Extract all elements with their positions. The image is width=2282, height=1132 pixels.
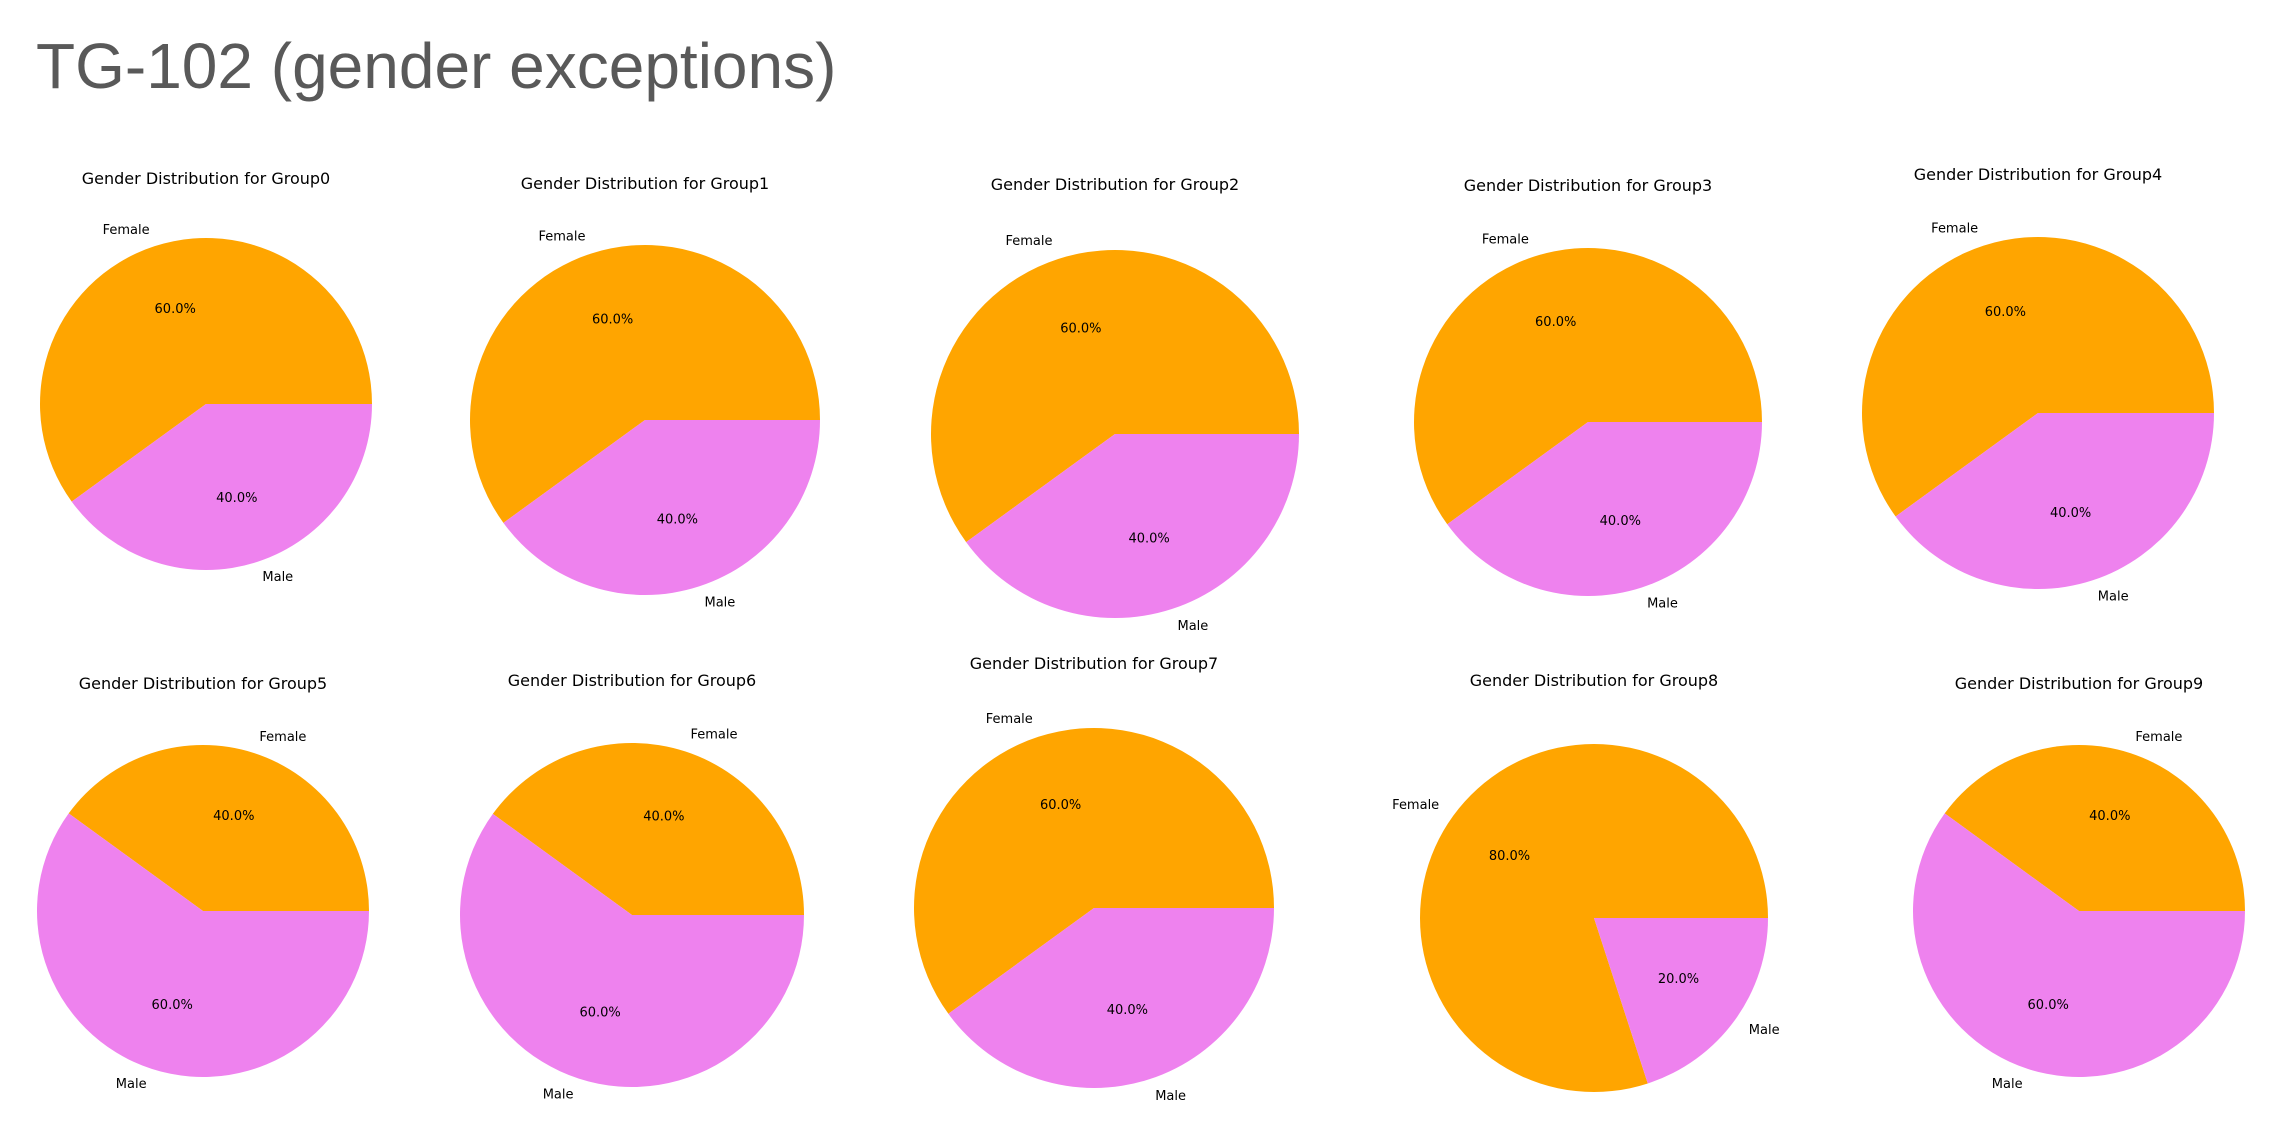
slice-category-label: Female xyxy=(691,728,738,743)
pie-slice-female xyxy=(1419,743,1768,1092)
slice-percent-label: 60.0% xyxy=(152,998,193,1013)
pie-slice-female xyxy=(1862,237,2214,517)
slice-percent-label: 60.0% xyxy=(579,1006,620,1021)
slice-percent-label: 40.0% xyxy=(213,809,254,824)
chart-title: Gender Distribution for Group2 xyxy=(991,175,1239,194)
pie-slice-male xyxy=(1913,813,2245,1077)
pie-slice-female xyxy=(1414,247,1762,525)
slice-percent-label: 40.0% xyxy=(643,809,684,824)
pie-slice-male xyxy=(503,420,820,596)
chart-title: Gender Distribution for Group9 xyxy=(1955,674,2203,693)
slice-percent-label: 60.0% xyxy=(1060,322,1101,337)
slice-percent-label: 40.0% xyxy=(1128,532,1169,547)
slice-percent-label: 60.0% xyxy=(592,313,633,328)
chart-title: Gender Distribution for Group4 xyxy=(1914,165,2162,184)
pie-chart-group8: Gender Distribution for Group8 80.0% Femal… xyxy=(1392,671,1780,1092)
slice-percent-label: 60.0% xyxy=(2028,998,2069,1013)
pie-chart-group9: Gender Distribution for Group9 40.0% Femal… xyxy=(1913,674,2245,1092)
slice-category-label: Male xyxy=(1749,1023,1780,1038)
slice-category-label: Female xyxy=(1005,234,1052,249)
chart-title: Gender Distribution for Group8 xyxy=(1470,671,1718,690)
chart-title: Gender Distribution for Group3 xyxy=(1464,176,1712,195)
slice-category-label: Female xyxy=(538,229,585,244)
slice-percent-label: 40.0% xyxy=(216,491,257,506)
pie-slice-female xyxy=(930,249,1299,543)
slice-category-label: Male xyxy=(1178,619,1209,634)
pie-slice-male xyxy=(460,813,804,1088)
slice-percent-label: 40.0% xyxy=(2089,809,2130,824)
pie-chart-group0: Gender Distribution for Group0 60.0% Femal… xyxy=(39,169,373,585)
slice-percent-label: 60.0% xyxy=(1985,305,2026,320)
pie-chart-group2: Gender Distribution for Group2 60.0% Femal… xyxy=(930,175,1299,634)
pie-slice-female xyxy=(1944,744,2245,911)
slice-category-label: Male xyxy=(116,1077,147,1092)
slice-category-label: Male xyxy=(705,596,736,611)
pie-slice-male xyxy=(71,404,372,571)
pie-slice-male xyxy=(1895,413,2214,590)
pie-slice-male xyxy=(966,434,1299,618)
pie-chart-group7: Gender Distribution for Group7 60.0% Femal… xyxy=(914,654,1274,1104)
slice-percent-label: 40.0% xyxy=(1107,1003,1148,1018)
slice-category-label: Male xyxy=(262,570,293,585)
slice-percent-label: 60.0% xyxy=(155,302,196,317)
slice-category-label: Female xyxy=(1931,221,1978,236)
slice-category-label: Female xyxy=(2135,730,2182,745)
slice-percent-label: 60.0% xyxy=(1040,798,1081,813)
slice-category-label: Female xyxy=(986,712,1033,727)
pie-slice-female xyxy=(914,727,1274,1014)
slice-percent-label: 40.0% xyxy=(657,512,698,527)
pie-chart-group4: Gender Distribution for Group4 60.0% Femal… xyxy=(1862,165,2214,605)
page-title: TG-102 (gender exceptions) xyxy=(36,30,837,102)
pie-slice-male xyxy=(1594,918,1768,1084)
slice-category-label: Female xyxy=(103,223,150,238)
slice-category-label: Male xyxy=(543,1087,574,1102)
slice-percent-label: 40.0% xyxy=(1600,514,1641,529)
pie-chart-group6: Gender Distribution for Group6 40.0% Femal… xyxy=(460,671,804,1102)
chart-title: Gender Distribution for Group7 xyxy=(970,654,1218,673)
chart-title: Gender Distribution for Group5 xyxy=(79,674,327,693)
pie-slice-male xyxy=(37,813,370,1077)
chart-title: Gender Distribution for Group6 xyxy=(508,671,756,690)
slice-category-label: Female xyxy=(259,730,306,745)
chart-title: Gender Distribution for Group0 xyxy=(82,169,330,188)
slice-percent-label: 80.0% xyxy=(1489,849,1530,864)
pie-slice-male xyxy=(948,908,1274,1088)
slice-category-label: Female xyxy=(1392,798,1439,813)
slice-category-label: Male xyxy=(1155,1089,1186,1104)
slice-category-label: Male xyxy=(1647,597,1678,612)
pie-chart-group5: Gender Distribution for Group5 40.0% Femal… xyxy=(37,674,370,1092)
pie-slice-female xyxy=(39,238,373,502)
slice-percent-label: 20.0% xyxy=(1658,972,1699,987)
pie-slice-female xyxy=(68,744,369,911)
slice-category-label: Female xyxy=(1482,233,1529,248)
slice-category-label: Male xyxy=(2098,590,2129,605)
slice-percent-label: 60.0% xyxy=(1535,315,1576,330)
pie-chart-group3: Gender Distribution for Group3 60.0% Femal… xyxy=(1414,176,1762,612)
pie-slice-female xyxy=(470,245,820,523)
pie-slice-male xyxy=(1447,422,1762,596)
pie-chart-group1: Gender Distribution for Group1 60.0% Femal… xyxy=(470,174,820,611)
slice-percent-label: 40.0% xyxy=(2050,506,2091,521)
chart-title: Gender Distribution for Group1 xyxy=(521,174,769,193)
slice-category-label: Male xyxy=(1992,1077,2023,1092)
pie-slice-female xyxy=(492,743,804,915)
